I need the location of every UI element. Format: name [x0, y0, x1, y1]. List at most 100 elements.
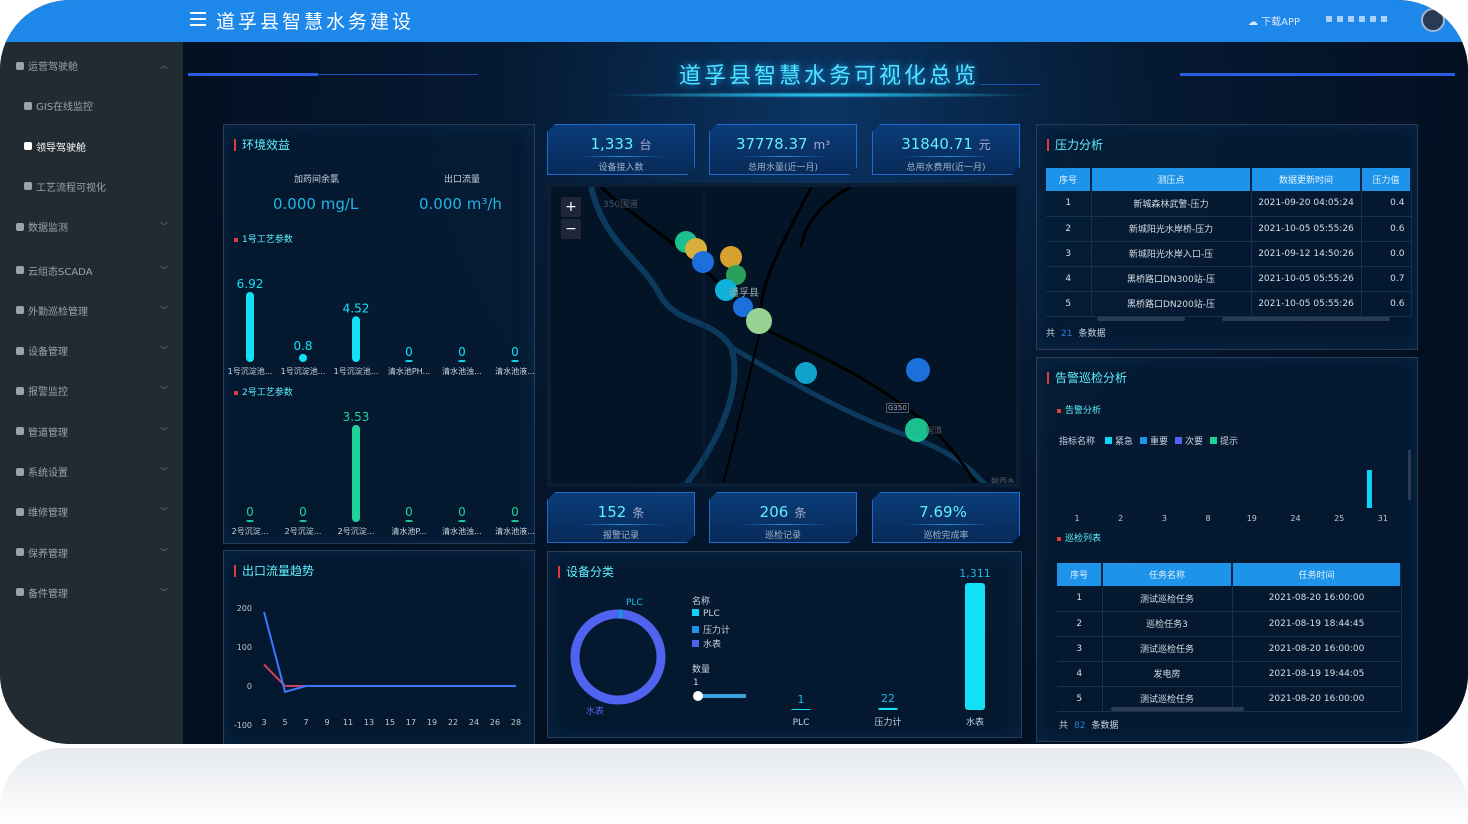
x-tick-label: 15	[385, 718, 395, 727]
table-row[interactable]: 5 黑桥路口DN200站-压 2021-10-05 05:55:26 0.6	[1046, 291, 1412, 317]
menu-icon[interactable]	[190, 12, 206, 26]
sidebar-item[interactable]: 数据监测 ﹀	[16, 219, 168, 234]
bar-category-label: 1号沉淀池...	[228, 366, 273, 376]
bar-category-label: PLC	[793, 718, 810, 728]
sidebar-item-label: 系统设置	[28, 468, 68, 479]
horizontal-scrollbar[interactable]	[1222, 317, 1390, 321]
download-app-link[interactable]: ☁ 下载APP	[1248, 17, 1301, 28]
stat-number: 1,333	[590, 135, 634, 153]
column-header[interactable]: 序号	[1057, 563, 1103, 586]
bar-category-label: 清水池P...	[391, 526, 426, 536]
sidebar-item-label: 维修管理	[28, 508, 68, 520]
user-name-masked	[1326, 16, 1387, 22]
table-row[interactable]: 3 新城阳光水岸入口-压 2021-09-12 14:50:26 0.0	[1046, 241, 1412, 267]
x-tick-label: 7	[303, 718, 308, 727]
column-header[interactable]: 测压点	[1091, 168, 1252, 191]
download-label: 下载APP	[1261, 17, 1301, 28]
legend-item[interactable]: 水表	[692, 637, 721, 650]
x-tick-label: 24	[469, 718, 479, 727]
table-row[interactable]: 1 新城森林武警-压力 2021-09-20 04:05:24 0.4	[1046, 191, 1412, 217]
alarm-patrol-panel: 告警巡检分析 告警分析 指标名称 紧急 重要 次要 提示 1 2 3 8 19 24 25 31 巡…	[1036, 357, 1418, 742]
table-row[interactable]: 2 巡检任务3 2021-08-19 18:44:45	[1057, 611, 1402, 637]
y-tick-label: 100	[237, 643, 252, 652]
x-tick-label: 13	[364, 718, 374, 727]
sidebar-item[interactable]: 运营驾驶舱 ︿	[16, 58, 168, 73]
table-cell: 5	[1057, 686, 1103, 712]
sidebar-item[interactable]: 维修管理 ﹀	[16, 504, 168, 519]
sidebar-item[interactable]: 报警监控 ﹀	[16, 383, 168, 398]
bar	[405, 520, 413, 522]
table-cell: 2021-08-19 19:44:05	[1232, 661, 1402, 687]
column-header[interactable]: 任务名称	[1102, 563, 1233, 586]
x-tick-label: 28	[511, 718, 521, 727]
table-cell: 2021-10-05 05:55:26	[1251, 266, 1362, 292]
bar-category-label: 2号沉淀...	[285, 526, 322, 536]
home-icon	[24, 101, 32, 110]
legend-item[interactable]: 重要	[1140, 434, 1168, 447]
map-label: 350国道	[603, 200, 639, 210]
user-icon	[16, 588, 24, 597]
table-cell: 3	[1057, 636, 1103, 662]
vertical-scrollbar[interactable]	[1408, 450, 1411, 500]
column-header[interactable]: 任务时间	[1232, 563, 1402, 586]
sidebar-item[interactable]: 外勤巡检管理 ﹀	[16, 303, 168, 318]
table-row[interactable]: 3 测试巡检任务 2021-08-20 16:00:00	[1057, 636, 1402, 662]
cloud-icon	[16, 266, 24, 274]
pressure-table: 序号 测压点 数据更新时间 压力值 1 新城森林武警-压力 2021-09-20 04:05…	[1046, 168, 1412, 317]
quantity-slider-handle[interactable]	[693, 691, 703, 701]
legend-item[interactable]: PLC	[692, 609, 720, 619]
table-cell: 0.4	[1361, 191, 1412, 217]
sidebar-item[interactable]: 云组态SCADA ﹀	[16, 263, 168, 278]
column-header[interactable]: 压力值	[1361, 168, 1412, 191]
table-row[interactable]: 1 测试巡检任务 2021-08-20 16:00:00	[1057, 586, 1402, 612]
table-cell: 新城阳光水岸入口-压	[1091, 241, 1252, 267]
device-icon	[16, 427, 24, 436]
legend-item[interactable]: 提示	[1210, 434, 1238, 447]
table-cell: 2021-09-20 04:05:24	[1251, 191, 1362, 217]
sidebar-item[interactable]: 领导驾驶舱	[24, 139, 176, 154]
divider	[903, 524, 991, 525]
sidebar-item[interactable]: GIS在线监控	[24, 98, 176, 113]
chlorine-value: 0.000 mg/L	[273, 195, 359, 213]
stat-card: 37778.37 m³ 总用水量(近一月)	[709, 124, 857, 175]
table-row[interactable]: 2 新城阳光水岸桥-压力 2021-10-05 05:55:26 0.6	[1046, 216, 1412, 242]
legend-item[interactable]: 次要	[1175, 434, 1203, 447]
x-tick-label: 17	[406, 718, 416, 727]
table-cell: 2021-08-20 16:00:00	[1232, 636, 1402, 662]
banner-glow	[600, 92, 1040, 98]
legend-label: 次要	[1185, 437, 1204, 447]
sidebar-item[interactable]: 保养管理 ﹀	[16, 545, 168, 560]
legend-item[interactable]: 紧急	[1105, 434, 1133, 447]
stat-unit: 条	[794, 506, 807, 520]
series-line	[263, 611, 516, 694]
chevron-down-icon: ﹀	[160, 507, 168, 517]
zoom-out-button[interactable]: −	[561, 219, 581, 239]
chevron-down-icon: ﹀	[160, 305, 168, 315]
table-row[interactable]: 4 黑桥路口DN300站-压 2021-10-05 05:55:26 0.7	[1046, 266, 1412, 292]
horizontal-scrollbar[interactable]	[1111, 707, 1244, 711]
legend-item[interactable]: 压力计	[692, 623, 730, 636]
column-header[interactable]: 数据更新时间	[1251, 168, 1362, 191]
zoom-in-button[interactable]: +	[561, 197, 581, 217]
bar	[405, 360, 413, 362]
stat-unit: 元	[978, 138, 991, 152]
column-header[interactable]: 序号	[1046, 168, 1092, 191]
sidebar-item[interactable]: 设备管理 ﹀	[16, 343, 168, 358]
sidebar-item[interactable]: 管道管理 ﹀	[16, 424, 168, 439]
legend-swatch	[692, 626, 699, 633]
sidebar-item[interactable]: 工艺流程可视化	[24, 179, 176, 194]
avatar[interactable]	[1421, 8, 1445, 32]
chevron-down-icon: ﹀	[160, 386, 168, 396]
legend-label: 紧急	[1115, 437, 1134, 447]
bar	[246, 292, 254, 362]
table-cell: 5	[1046, 291, 1092, 317]
bar-value-label: 1,311	[959, 567, 991, 580]
sidebar-item[interactable]: 系统设置 ﹀	[16, 464, 168, 479]
bar	[1366, 470, 1372, 508]
table-row[interactable]: 4 发电房 2021-08-19 19:44:05	[1057, 661, 1402, 687]
quantity-slider-track[interactable]	[698, 694, 746, 698]
sidebar-item[interactable]: 备件管理 ﹀	[16, 585, 168, 600]
horizontal-scrollbar[interactable]	[1097, 317, 1185, 321]
gis-map[interactable]: 350国道 道孚县 G350 国道 鲜西乡 + −	[547, 183, 1020, 487]
